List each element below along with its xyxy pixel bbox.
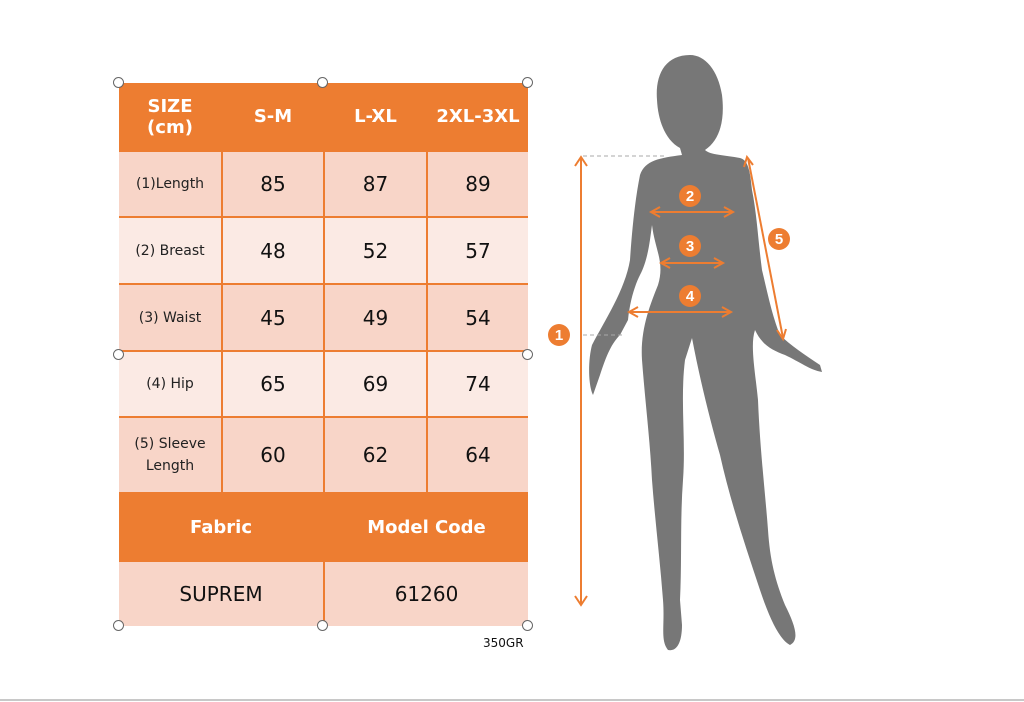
measurement-arrows bbox=[574, 154, 787, 607]
model-code-header: Model Code bbox=[367, 516, 486, 538]
size-value-cell: 45 bbox=[223, 285, 323, 350]
header-cell: L-XL bbox=[354, 106, 397, 127]
fabric-header: Fabric bbox=[190, 516, 252, 538]
fabric-weight-note: 350GR bbox=[483, 636, 524, 650]
selection-handle[interactable] bbox=[113, 77, 124, 88]
selection-handle[interactable] bbox=[522, 77, 533, 88]
size-value-cell: 48 bbox=[223, 218, 323, 283]
size-value-cell: 57 bbox=[428, 218, 528, 283]
size-value-cell: 60 bbox=[223, 418, 323, 492]
size-chart-table: SIZE (cm) S-M L-XL 2XL-3XL (1)Length 85 87 89 (2… bbox=[119, 83, 528, 626]
selection-handle[interactable] bbox=[522, 349, 533, 360]
header-cell: SIZE (cm) bbox=[147, 95, 193, 138]
size-value-cell: 62 bbox=[325, 418, 426, 492]
marker-1: 1 bbox=[555, 327, 563, 344]
row-label: (5) Sleeve Length bbox=[119, 418, 221, 492]
selection-handle[interactable] bbox=[113, 620, 124, 631]
size-value-cell: 74 bbox=[428, 352, 528, 416]
measurement-markers: 1 2 3 4 5 bbox=[548, 185, 790, 346]
model-code-value: 61260 bbox=[325, 562, 528, 626]
size-value-cell: 85 bbox=[223, 152, 323, 216]
row-label: (1)Length bbox=[119, 152, 221, 216]
selection-handle[interactable] bbox=[317, 77, 328, 88]
fabric-value: SUPREM bbox=[119, 562, 323, 626]
marker-5: 5 bbox=[775, 231, 783, 248]
size-value-cell: 49 bbox=[325, 285, 426, 350]
header-cell: 2XL-3XL bbox=[436, 106, 520, 127]
row-label: (3) Waist bbox=[119, 285, 221, 350]
size-value-cell: 69 bbox=[325, 352, 426, 416]
marker-4: 4 bbox=[686, 288, 695, 305]
selection-handle[interactable] bbox=[522, 620, 533, 631]
size-value-cell: 52 bbox=[325, 218, 426, 283]
row-label: (4) Hip bbox=[119, 352, 221, 416]
size-value-cell: 65 bbox=[223, 352, 323, 416]
header-cell: S-M bbox=[253, 106, 293, 127]
size-value-cell: 54 bbox=[428, 285, 528, 350]
size-value-cell: 87 bbox=[325, 152, 426, 216]
marker-3: 3 bbox=[686, 238, 694, 255]
size-value-cell: 64 bbox=[428, 418, 528, 492]
selection-handle[interactable] bbox=[113, 349, 124, 360]
size-value-cell: 89 bbox=[428, 152, 528, 216]
marker-2: 2 bbox=[686, 188, 694, 205]
female-silhouette bbox=[589, 55, 822, 651]
selection-handle[interactable] bbox=[317, 620, 328, 631]
divider bbox=[0, 699, 1024, 701]
row-label: (2) Breast bbox=[119, 218, 221, 283]
